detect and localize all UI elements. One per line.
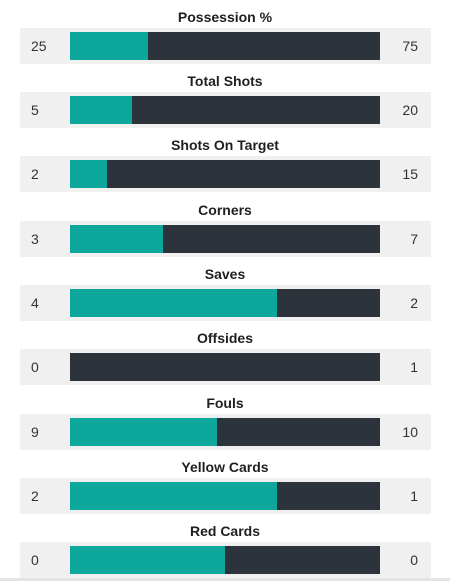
stat-row: 3 7	[20, 221, 431, 257]
comparison-bar	[70, 225, 380, 253]
away-value: 1	[410, 488, 418, 504]
home-value: 9	[31, 424, 39, 440]
bottom-divider	[0, 578, 450, 581]
away-value: 75	[402, 38, 418, 54]
home-value: 5	[31, 102, 39, 118]
away-value: 15	[402, 166, 418, 182]
stat-row: 4 2	[20, 285, 431, 321]
stat-row: 2 15	[20, 156, 431, 192]
stat-title: Offsides	[196, 330, 253, 346]
home-bar-fill	[70, 546, 225, 574]
comparison-bar	[70, 32, 380, 60]
stat-row: 25 75	[20, 28, 431, 64]
home-bar-fill	[70, 160, 107, 188]
stat-title: Corners	[198, 202, 252, 218]
stat-total-shots: Total Shots 5 20	[0, 70, 450, 134]
stat-title: Saves	[204, 266, 246, 282]
comparison-bar	[70, 546, 380, 574]
stat-title: Yellow Cards	[181, 459, 269, 475]
away-value: 10	[402, 424, 418, 440]
home-bar-fill	[70, 289, 277, 317]
away-value: 1	[410, 359, 418, 375]
stat-shots-on-target: Shots On Target 2 15	[0, 134, 450, 198]
stat-title: Shots On Target	[171, 137, 279, 153]
stat-saves: Saves 4 2	[0, 263, 450, 327]
comparison-bar	[70, 418, 380, 446]
stat-row: 0 0	[20, 542, 431, 578]
stat-title: Total Shots	[187, 73, 263, 89]
stat-row: 2 1	[20, 478, 431, 514]
home-bar-fill	[70, 32, 148, 60]
home-value: 0	[31, 359, 39, 375]
stat-title: Possession %	[177, 9, 273, 25]
home-value: 2	[31, 166, 39, 182]
away-value: 2	[410, 295, 418, 311]
away-value: 0	[410, 552, 418, 568]
stat-yellow-cards: Yellow Cards 2 1	[0, 456, 450, 520]
home-value: 4	[31, 295, 39, 311]
home-bar-fill	[70, 96, 132, 124]
stat-fouls: Fouls 9 10	[0, 392, 450, 456]
stat-title: Red Cards	[189, 523, 261, 539]
home-value: 2	[31, 488, 39, 504]
stat-offsides: Offsides 0 1	[0, 327, 450, 391]
stat-row: 9 10	[20, 414, 431, 450]
home-bar-fill	[70, 225, 163, 253]
away-value: 7	[410, 231, 418, 247]
comparison-bar	[70, 482, 380, 510]
stat-title: Fouls	[206, 395, 244, 411]
home-bar-fill	[70, 418, 217, 446]
home-value: 3	[31, 231, 39, 247]
home-value: 25	[31, 38, 47, 54]
stat-possession: Possession % 25 75	[0, 6, 450, 70]
stat-row: 5 20	[20, 92, 431, 128]
stat-red-cards: Red Cards 0 0	[0, 520, 450, 581]
comparison-bar	[70, 96, 380, 124]
away-value: 20	[402, 102, 418, 118]
comparison-bar	[70, 160, 380, 188]
comparison-bar	[70, 353, 380, 381]
stat-corners: Corners 3 7	[0, 199, 450, 263]
home-value: 0	[31, 552, 39, 568]
stat-row: 0 1	[20, 349, 431, 385]
home-bar-fill	[70, 482, 277, 510]
comparison-bar	[70, 289, 380, 317]
